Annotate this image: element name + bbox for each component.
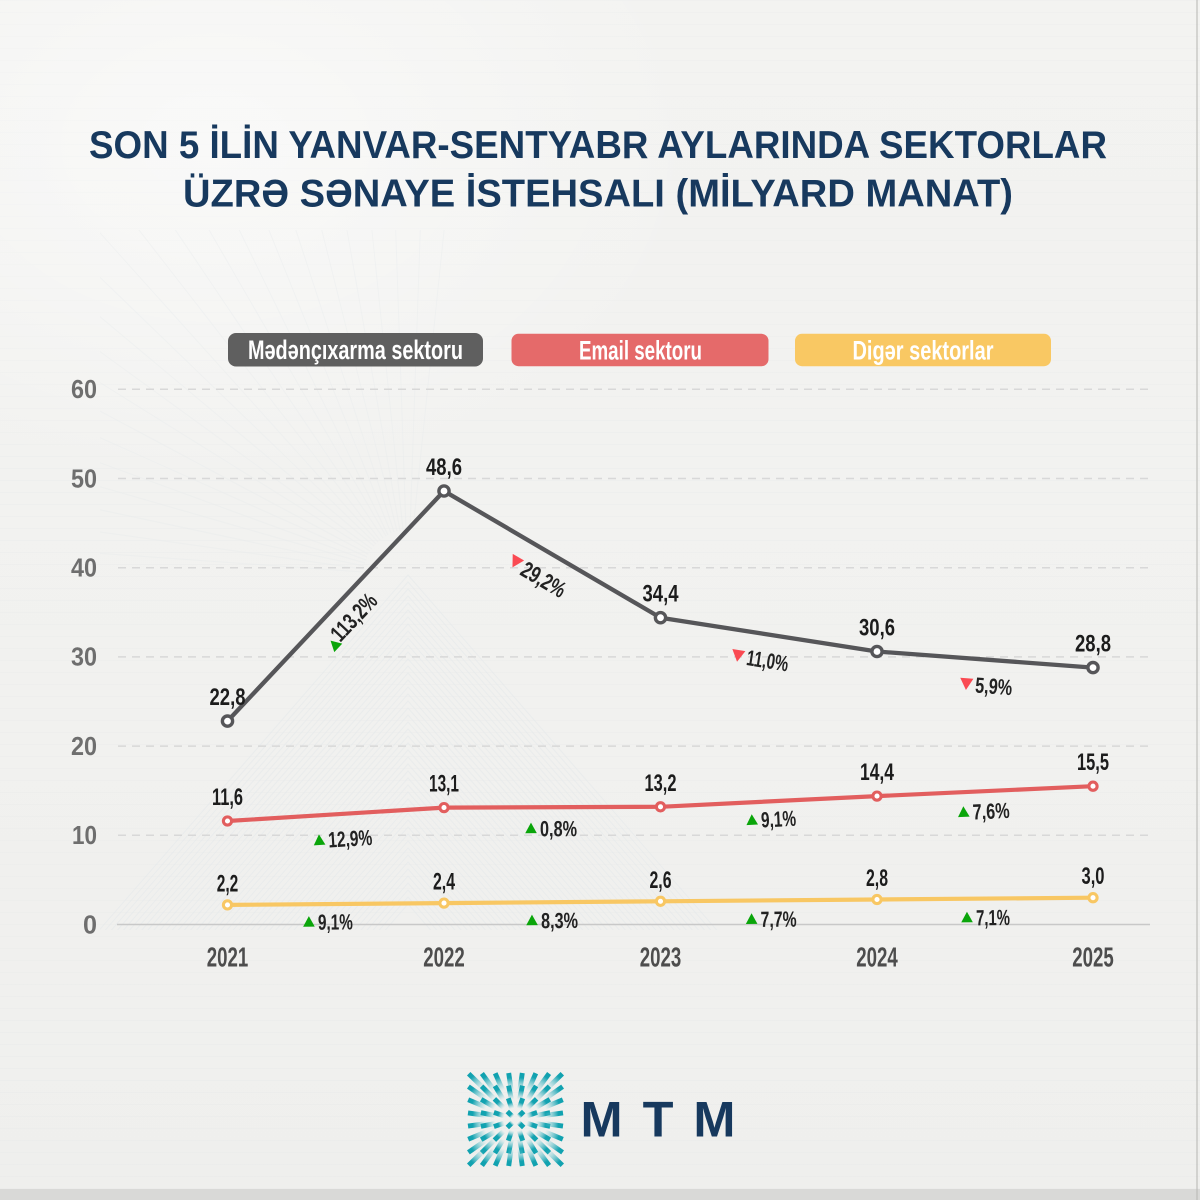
svg-text:SON 5 İLİN YANVAR-SENTYABR AYL: SON 5 İLİN YANVAR-SENTYABR AYLARINDA SEK…	[89, 124, 1107, 167]
svg-text:5,9%: 5,9%	[974, 673, 1013, 701]
svg-text:2022: 2022	[423, 942, 465, 973]
svg-text:3,0: 3,0	[1082, 863, 1105, 890]
svg-text:0: 0	[83, 911, 97, 939]
svg-text:13,2: 13,2	[645, 770, 677, 797]
svg-text:9,1%: 9,1%	[760, 806, 796, 833]
svg-text:7,1%: 7,1%	[976, 905, 1010, 930]
svg-text:40: 40	[71, 555, 97, 583]
svg-text:29,2%: 29,2%	[516, 556, 571, 603]
svg-text:2025: 2025	[1072, 942, 1114, 973]
svg-text:34,4: 34,4	[643, 581, 679, 608]
svg-text:2,2: 2,2	[217, 870, 239, 897]
svg-text:2,8: 2,8	[866, 865, 888, 892]
svg-text:Email sektoru: Email sektoru	[579, 336, 702, 366]
svg-text:11,0%: 11,0%	[745, 645, 790, 676]
svg-text:11,6: 11,6	[212, 784, 243, 811]
svg-text:48,6: 48,6	[426, 454, 462, 481]
svg-text:50: 50	[71, 465, 97, 493]
svg-text:2,6: 2,6	[650, 867, 672, 894]
svg-text:30,6: 30,6	[859, 615, 895, 642]
svg-text:15,5: 15,5	[1077, 749, 1109, 776]
svg-text:7,7%: 7,7%	[760, 907, 796, 932]
svg-text:2023: 2023	[640, 942, 682, 973]
svg-text:60: 60	[71, 376, 97, 404]
svg-text:2024: 2024	[856, 942, 898, 973]
svg-text:0,8%: 0,8%	[540, 816, 577, 841]
svg-text:9,1%: 9,1%	[318, 909, 353, 934]
svg-text:2021: 2021	[207, 942, 249, 973]
svg-text:10: 10	[72, 822, 97, 850]
svg-text:ÜZRƏ SƏNAYE İSTEHSALI (MİLYARD: ÜZRƏ SƏNAYE İSTEHSALI (MİLYARD MANAT)	[183, 173, 1013, 216]
svg-text:2,4: 2,4	[433, 869, 455, 896]
svg-text:14,4: 14,4	[860, 759, 894, 786]
svg-text:20: 20	[71, 733, 97, 761]
svg-text:12,9%: 12,9%	[328, 825, 373, 853]
svg-text:13,1: 13,1	[429, 771, 459, 798]
svg-text:8,3%: 8,3%	[541, 908, 578, 933]
svg-text:30: 30	[71, 644, 97, 672]
svg-text:28,8: 28,8	[1075, 631, 1111, 658]
svg-text:Digər sektorlar: Digər sektorlar	[853, 336, 994, 366]
svg-text:22,8: 22,8	[210, 684, 246, 711]
svg-text:7,6%: 7,6%	[972, 798, 1010, 825]
svg-text:Mədənçıxarma sektoru: Mədənçıxarma sektoru	[248, 335, 463, 365]
svg-text:MTM: MTM	[581, 1091, 756, 1148]
